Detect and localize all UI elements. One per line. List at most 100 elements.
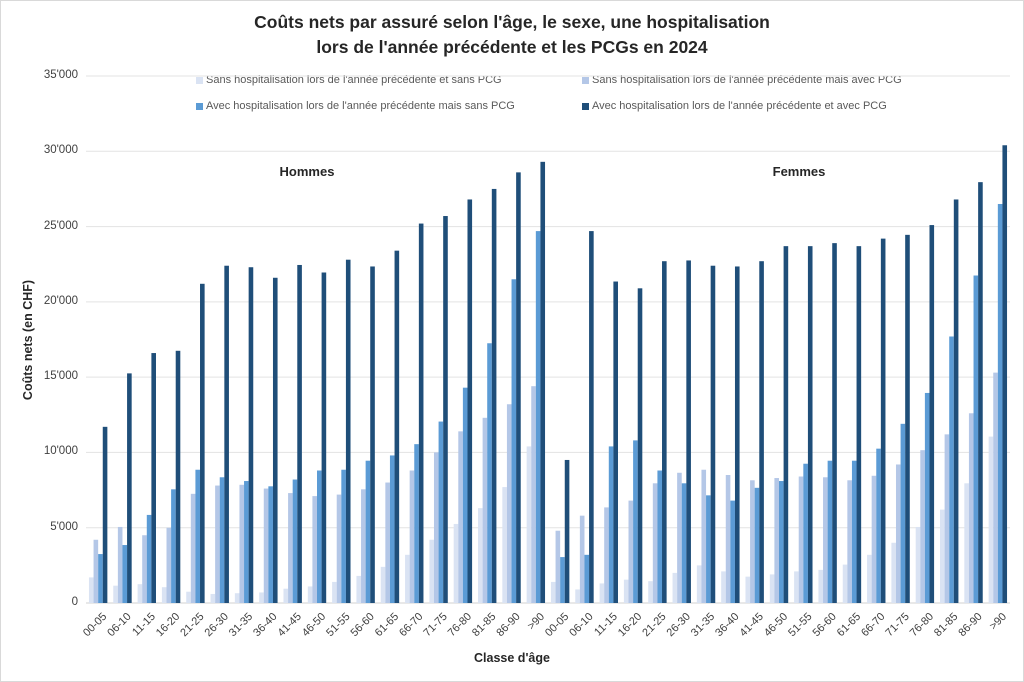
bar-femmes-71-75-series-4 bbox=[905, 234, 910, 603]
x-tick-label: 41-45 bbox=[276, 611, 304, 639]
bar-hommes-00-05-series-3 bbox=[98, 554, 103, 603]
bar-femmes-51-55-series-3 bbox=[803, 463, 808, 603]
bar-femmes-gt90-series-1 bbox=[988, 436, 994, 603]
bar-femmes-31-35-series-1 bbox=[696, 565, 702, 603]
x-tick-label: 16-20 bbox=[154, 611, 182, 639]
bar-femmes-51-55-series-1 bbox=[794, 571, 799, 603]
bar-femmes-66-70-series-4 bbox=[880, 238, 886, 603]
bar-femmes-06-10-series-4 bbox=[589, 231, 594, 603]
bar-hommes-36-40-series-3 bbox=[268, 486, 273, 603]
bar-femmes-61-65-series-4 bbox=[856, 246, 862, 603]
bar-hommes-06-10-series-4 bbox=[127, 373, 132, 603]
bar-femmes-16-20-series-4 bbox=[637, 288, 643, 603]
x-tick-label: 11-15 bbox=[592, 611, 620, 639]
bar-hommes-56-60-series-1 bbox=[356, 575, 362, 603]
bar-hommes-81-85-series-4 bbox=[491, 188, 497, 603]
y-tick-label: 10'000 bbox=[43, 445, 78, 458]
bar-femmes-56-60-series-3 bbox=[827, 460, 833, 603]
legend-label: Avec hospitalisation lors de l'année pré… bbox=[592, 100, 887, 112]
bar-hommes-46-50-series-4 bbox=[321, 272, 327, 603]
x-tick-label: 36-40 bbox=[713, 611, 741, 639]
chart-title-line-2: lors de l'année précédente et les PCGs e… bbox=[316, 37, 708, 57]
x-tick-label: 21-25 bbox=[178, 611, 206, 639]
bar-femmes-11-15-series-1 bbox=[599, 583, 605, 603]
x-tick-label: 46-50 bbox=[300, 611, 328, 639]
x-tick-label: 56-60 bbox=[348, 611, 376, 639]
bar-femmes-11-15-series-4 bbox=[613, 281, 618, 603]
bar-femmes-81-85-series-2 bbox=[944, 434, 950, 603]
bar-hommes-76-80-series-4 bbox=[467, 199, 473, 603]
bar-hommes-06-10-series-3 bbox=[122, 545, 128, 603]
x-tick-label: 41-45 bbox=[738, 611, 766, 639]
bar-femmes-66-70-series-1 bbox=[867, 554, 872, 603]
bar-femmes-41-45-series-3 bbox=[754, 487, 760, 603]
legend-item-series-4[interactable]: Avec hospitalisation lors de l'année pré… bbox=[582, 100, 887, 112]
bar-hommes-06-10-series-2 bbox=[117, 526, 123, 603]
bar-femmes-76-80-series-2 bbox=[920, 450, 925, 603]
bar-hommes-66-70-series-2 bbox=[409, 470, 415, 603]
bar-femmes-81-85-series-1 bbox=[940, 509, 945, 603]
group-label-hommes: Hommes bbox=[279, 164, 335, 179]
chart-title-line-1: Coûts nets par assuré selon l'âge, le se… bbox=[254, 12, 770, 32]
bar-femmes-76-80-series-1 bbox=[915, 526, 921, 603]
x-tick-label: 76-80 bbox=[446, 611, 474, 639]
legend-swatch bbox=[196, 102, 203, 110]
bar-hommes-26-30-series-1 bbox=[210, 593, 216, 603]
x-tick-label: 81-85 bbox=[932, 611, 960, 639]
bar-hommes-31-35-series-3 bbox=[244, 481, 249, 603]
bar-femmes-46-50-series-1 bbox=[769, 574, 775, 603]
bar-hommes-00-05-series-2 bbox=[93, 539, 99, 603]
bar-femmes-26-30-series-4 bbox=[686, 260, 691, 603]
bar-hommes-51-55-series-4 bbox=[345, 259, 351, 603]
legend-item-series-3[interactable]: Avec hospitalisation lors de l'année pré… bbox=[196, 100, 515, 112]
bar-hommes-46-50-series-2 bbox=[312, 496, 317, 603]
bar-femmes-21-25-series-2 bbox=[652, 483, 658, 603]
bar-hommes-gt90-series-4 bbox=[540, 161, 546, 603]
y-tick-label: 15'000 bbox=[43, 370, 78, 383]
bar-hommes-16-20-series-4 bbox=[175, 350, 181, 603]
bar-femmes-46-50-series-3 bbox=[779, 481, 784, 603]
bar-hommes-56-60-series-2 bbox=[361, 489, 366, 603]
bar-hommes-61-65-series-3 bbox=[389, 455, 395, 603]
bar-femmes-36-40-series-1 bbox=[721, 571, 726, 603]
bar-hommes-81-85-series-1 bbox=[478, 508, 483, 603]
bar-hommes-56-60-series-3 bbox=[365, 460, 371, 603]
bar-hommes-81-85-series-2 bbox=[482, 417, 488, 603]
legend-label: Avec hospitalisation lors de l'année pré… bbox=[206, 100, 515, 112]
bar-femmes-71-75-series-2 bbox=[895, 464, 901, 603]
bar-femmes-26-30-series-2 bbox=[677, 472, 682, 603]
y-tick-label: 25'000 bbox=[43, 219, 78, 232]
bar-femmes-51-55-series-4 bbox=[807, 246, 813, 603]
legend-item-series-2[interactable]: Sans hospitalisation lors de l'année pré… bbox=[582, 74, 902, 86]
bar-hommes-71-75-series-3 bbox=[438, 421, 444, 603]
y-tick-label: 0 bbox=[71, 596, 78, 608]
x-tick-label: 51-55 bbox=[324, 611, 352, 639]
bar-hommes-16-20-series-2 bbox=[166, 527, 172, 603]
bar-hommes-31-35-series-1 bbox=[234, 593, 240, 603]
bar-hommes-00-05-series-1 bbox=[88, 577, 94, 603]
bar-hommes-46-50-series-3 bbox=[317, 470, 322, 603]
x-tick-label: 06-10 bbox=[567, 611, 595, 639]
bar-hommes-66-70-series-1 bbox=[405, 554, 410, 603]
x-tick-label: 66-70 bbox=[859, 611, 887, 639]
bar-hommes-61-65-series-1 bbox=[380, 566, 386, 603]
bar-hommes-66-70-series-4 bbox=[418, 223, 424, 603]
legend-item-series-1[interactable]: Sans hospitalisation lors de l'année pré… bbox=[196, 74, 502, 86]
bar-femmes-06-10-series-1 bbox=[575, 589, 580, 603]
bar-femmes-31-35-series-4 bbox=[710, 265, 716, 603]
bar-femmes-36-40-series-4 bbox=[734, 266, 740, 603]
bar-femmes-56-60-series-4 bbox=[832, 243, 837, 603]
bar-hommes-36-40-series-2 bbox=[263, 488, 269, 603]
bar-hommes-36-40-series-4 bbox=[272, 277, 278, 603]
x-tick-label: 31-35 bbox=[689, 611, 717, 639]
bar-hommes-31-35-series-2 bbox=[239, 484, 245, 603]
bar-hommes-41-45-series-3 bbox=[292, 479, 298, 603]
bar-hommes-41-45-series-2 bbox=[288, 493, 293, 603]
x-tick-label: 76-80 bbox=[908, 611, 936, 639]
x-tick-label: >90 bbox=[987, 611, 1009, 633]
bar-hommes-56-60-series-4 bbox=[370, 266, 375, 603]
bar-femmes-41-45-series-2 bbox=[750, 480, 755, 603]
bar-hommes-41-45-series-1 bbox=[283, 588, 289, 603]
x-tick-label: 86-90 bbox=[494, 611, 522, 639]
